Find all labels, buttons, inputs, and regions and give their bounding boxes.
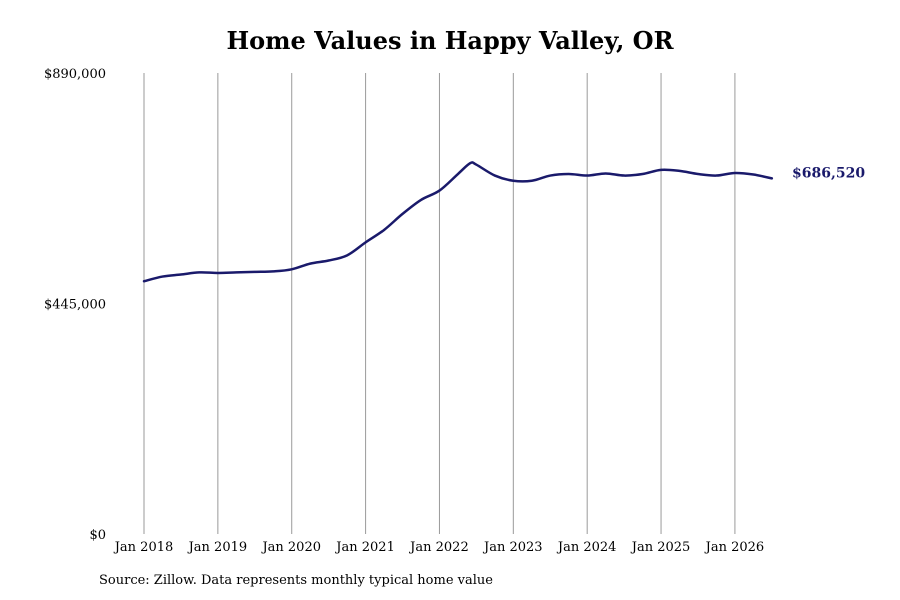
x-tick-label: Jan 2021	[334, 540, 395, 555]
x-tick-label: Jan 2024	[556, 540, 617, 555]
x-tick-label: Jan 2022	[408, 540, 469, 555]
x-tick-label: Jan 2020	[260, 540, 321, 555]
vertical-gridlines	[143, 73, 736, 534]
y-tick-label: $0	[89, 528, 106, 543]
x-tick-label: Jan 2025	[630, 540, 691, 555]
x-axis-tick-labels: Jan 2018 Jan 2019 Jan 2020 Jan 2021 Jan 2022…	[113, 540, 764, 555]
series-line	[142, 161, 774, 283]
x-tick-label: Jan 2018	[113, 540, 174, 555]
x-tick-label: Jan 2023	[482, 540, 543, 555]
chart-title: Home Values in Happy Valley, OR	[226, 26, 674, 55]
source-note: Source: Zillow. Data represents monthly …	[99, 573, 493, 588]
x-tick-label: Jan 2019	[187, 540, 248, 555]
x-tick-label: Jan 2026	[704, 540, 765, 555]
end-value-label: $686,520	[792, 165, 865, 181]
y-tick-label: $445,000	[44, 298, 106, 313]
y-axis-tick-labels: $0 $445,000 $890,000	[44, 67, 106, 543]
y-tick-label: $890,000	[44, 67, 106, 82]
series-layer: $686,520	[142, 161, 865, 283]
